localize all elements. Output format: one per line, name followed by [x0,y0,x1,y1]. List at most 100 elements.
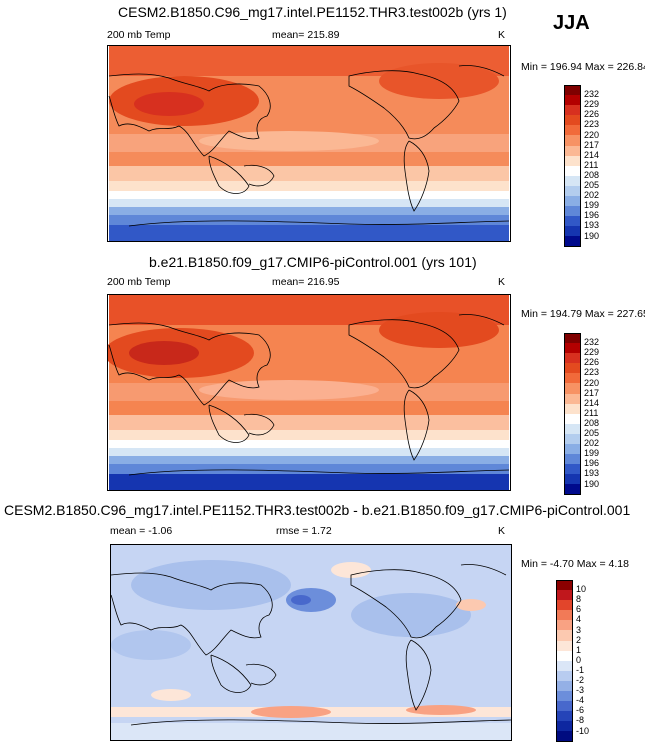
colorbar-1-swatch [564,165,581,176]
panel-1-coastlines [108,65,510,227]
colorbar-2-tick-label: 202 [584,438,600,449]
colorbar-1-tick-label: 205 [584,180,600,190]
colorbar-1-swatch [564,155,581,166]
colorbar-3-tick-label: 3 [576,624,582,635]
colorbar-1-tick-label: 220 [584,129,600,140]
colorbar-1-swatch [564,95,581,106]
colorbar-2-swatch [564,444,581,455]
colorbar-2-swatch [564,454,581,465]
colorbar-2-tick-label: 190 [584,478,600,489]
colorbar-1-swatch [564,125,581,136]
colorbar-3-tick-label: -1 [576,664,585,675]
colorbar-2-swatch [564,343,581,354]
colorbar-3-swatch [556,650,573,661]
colorbar-1-tick-label: 211 [584,159,599,170]
colorbar-1-swatch [564,105,581,116]
season-label: JJA [553,12,590,34]
colorbar-3-swatch [556,731,573,742]
colorbar-2-swatch [564,464,581,475]
panel-1-title: CESM2.B1850.C96_mg17.intel.PE1152.THR3.t… [118,4,507,20]
colorbar-1-swatch [564,115,581,126]
panel-2-units-label: K [498,276,506,288]
colorbar-1-tick-label: 223 [584,119,600,130]
panel-1-mean-label: mean= 215.89 [272,29,340,41]
colorbar-3-tick-label: -2 [576,675,585,685]
panel-1-map [107,45,511,242]
colorbar-2-swatch [564,363,581,374]
colorbar-3-tick-label: 6 [576,604,582,615]
colorbar-3-swatch [556,640,573,651]
panel-2-coastlines [108,314,510,476]
colorbar-2-tick-label: 196 [584,458,600,469]
panel-1-map-svg [108,46,510,241]
colorbar-2-tick-label: 214 [584,397,600,408]
colorbar-1-swatch [564,135,581,146]
panel-1-field [109,46,509,241]
colorbar-2-swatch [564,484,581,495]
colorbar-1-swatch [564,175,581,186]
panel-3-field [111,545,511,740]
colorbar-3-swatch [556,620,573,631]
colorbar-2-swatch [564,383,581,394]
colorbar-3-swatch [556,711,573,722]
colorbar-3-tick-label: -8 [576,715,585,726]
colorbar-1-swatch [564,226,581,237]
colorbar-1-tick-label: 208 [584,169,600,180]
colorbar-3-tick-label: 8 [576,594,582,605]
panel-1-variable-label: 200 mb Temp [107,29,171,41]
panel-2-title: b.e21.B1850.f09_g17.CMIP6-piControl.001 … [149,254,477,270]
colorbar-1-tick-label: 229 [584,99,600,110]
colorbar-1-swatch [564,216,581,227]
colorbar-1-tick-label: 193 [584,220,600,231]
panel-2-minmax: Min = 194.79 Max = 227.65 [521,308,645,320]
colorbar-3-tick-label: 4 [576,614,582,625]
panel-2-mean-label: mean= 216.95 [272,276,340,288]
colorbar-3-swatch [556,691,573,702]
colorbar-3-swatch [556,660,573,671]
colorbar-2-tick-label: 226 [584,357,600,368]
colorbar-2-swatch [564,413,581,424]
colorbar-2-tick-label: 223 [584,367,600,378]
colorbar-3-swatch [556,701,573,712]
colorbar-3-swatch [556,680,573,692]
colorbar-3-swatch [556,630,573,641]
colorbar-1-swatch [564,185,581,197]
colorbar-3-swatch [556,580,573,591]
panel-2-field [108,295,509,490]
panel-2-map [107,294,511,491]
colorbar-3-swatch [556,610,573,621]
colorbar-2-tick-label: 205 [584,428,600,438]
colorbar-3-swatch [556,670,573,681]
panel-3-minmax: Min = -4.70 Max = 4.18 [521,558,629,570]
colorbar-2-swatch [564,333,581,344]
colorbar-2-swatch [564,373,581,384]
colorbar-1-swatch [564,145,581,156]
colorbar-2-tick-label: 211 [584,407,599,418]
panel-3-map [110,544,512,741]
panel-3-mean-label: mean = -1.06 [110,525,173,537]
colorbar-3-tick-label: -3 [576,685,585,696]
panel-3-map-svg [111,545,511,740]
colorbar-3-swatch [556,721,573,732]
panel-3-units-label: K [498,525,506,537]
colorbar-2-swatch [564,474,581,485]
colorbar-1-swatch [564,85,581,96]
colorbar-3-tick-label: -6 [576,705,585,716]
panel-1-units-label: K [498,29,506,41]
colorbar-1-tick-label: 214 [584,149,600,160]
colorbar-2-swatch [564,353,581,364]
panel-1-minmax: Min = 196.94 Max = 226.84 [521,61,645,73]
colorbar-1-tick-label: 202 [584,190,600,201]
colorbar-1-tick-label: 226 [584,109,600,120]
colorbar-3-tick-label: 10 [576,584,587,595]
colorbar-1-swatch [564,236,581,247]
colorbar-3-tick-label: -4 [576,695,585,706]
colorbar-2-swatch [564,423,581,434]
colorbar-1-tick-label: 196 [584,210,600,221]
colorbar-2-tick-label: 199 [584,448,600,459]
colorbar-2-tick-label: 229 [584,347,600,358]
panel-3-coastlines [111,564,511,726]
colorbar-1-tick-label: 217 [584,139,600,150]
colorbar-3-tick-label: 1 [576,644,582,655]
colorbar-1-tick-label: 199 [584,200,600,211]
